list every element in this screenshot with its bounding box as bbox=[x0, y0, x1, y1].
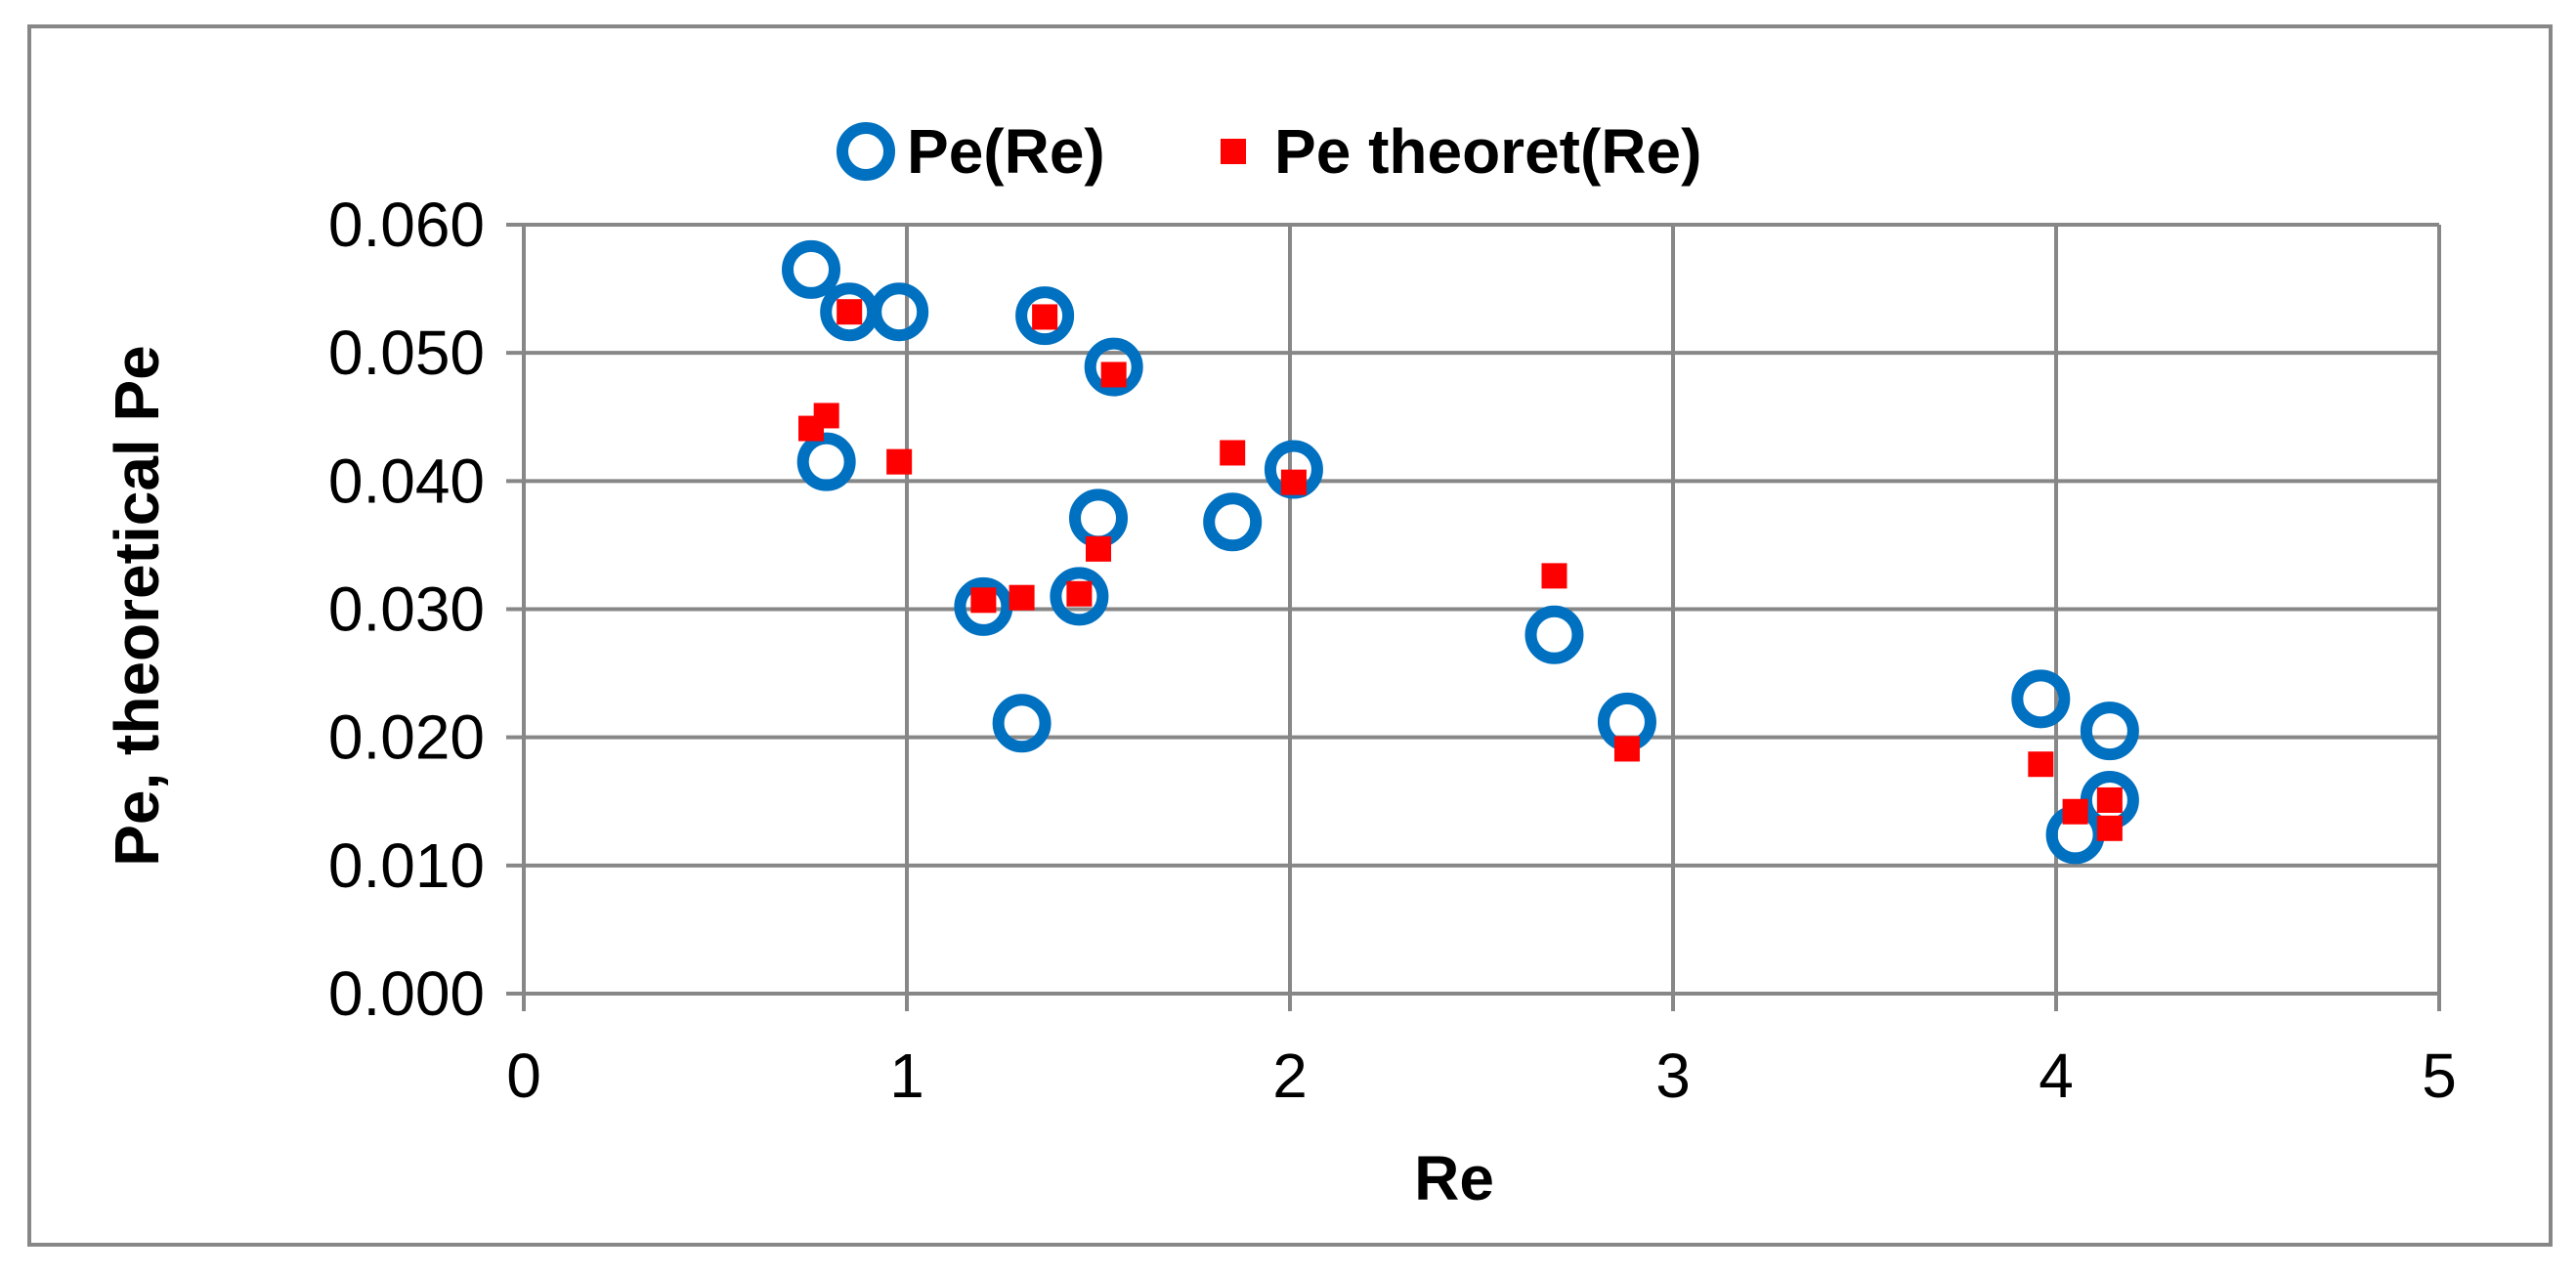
pe-re-point bbox=[796, 432, 856, 491]
pe-re-point bbox=[2080, 701, 2139, 761]
pe-re-point bbox=[1084, 337, 1143, 397]
y-tick-label: 0.010 bbox=[328, 830, 485, 901]
x-tick-label: 0 bbox=[506, 1041, 541, 1111]
pe-theoret-point bbox=[2096, 786, 2123, 813]
pe-re-point bbox=[782, 239, 840, 299]
legend-label-1: Pe(Re) bbox=[907, 116, 1105, 187]
legend-label-2: Pe theoret(Re) bbox=[1274, 116, 1701, 187]
data-series bbox=[782, 239, 2139, 865]
pe-re-point bbox=[1050, 567, 1109, 626]
pe-theoret-point bbox=[2028, 751, 2054, 778]
x-tick-label: 2 bbox=[1272, 1041, 1308, 1111]
x-tick-label: 4 bbox=[2039, 1041, 2074, 1111]
x-tick-label: 5 bbox=[2422, 1041, 2457, 1111]
legend-marker-1 bbox=[837, 122, 895, 181]
pe-theoret-point bbox=[1009, 584, 1035, 611]
y-tick-label: 0.060 bbox=[328, 190, 485, 260]
pe-theoret-point bbox=[1066, 580, 1093, 607]
pe-theoret-point bbox=[1220, 440, 1246, 466]
pe-theoret-point bbox=[1086, 535, 1111, 562]
pe-theoret-point bbox=[1541, 563, 1567, 589]
pe-theoret-point bbox=[886, 448, 913, 475]
legend: Pe(Re) Pe theoret(Re) bbox=[837, 116, 1701, 187]
y-tick-label: 0.000 bbox=[328, 958, 485, 1029]
pe-theoret-point bbox=[2096, 815, 2123, 841]
pe-theoret-point bbox=[813, 403, 839, 429]
x-tick-label: 1 bbox=[889, 1041, 924, 1111]
pe-theoret-point bbox=[970, 587, 997, 614]
y-tick-label: 0.020 bbox=[328, 702, 485, 773]
series-2 bbox=[798, 299, 2123, 841]
pe-theoret-point bbox=[1613, 736, 1640, 762]
pe-re-point bbox=[870, 282, 929, 342]
series-1 bbox=[782, 239, 2139, 865]
pe-theoret-point bbox=[1280, 469, 1307, 495]
x-tick-label: 3 bbox=[1655, 1041, 1691, 1111]
pe-re-point bbox=[992, 694, 1052, 753]
x-axis-title: Re bbox=[1414, 1143, 1494, 1213]
legend-marker-2 bbox=[1221, 139, 1246, 164]
pe-theoret-point bbox=[2062, 798, 2088, 825]
tick-labels: 0.000 0.010 0.020 0.030 0.040 0.050 0.060 0 1 2 3 4… bbox=[328, 190, 2457, 1111]
y-tick-label: 0.050 bbox=[328, 318, 485, 388]
pe-theoret-point bbox=[837, 299, 863, 325]
pe-re-point bbox=[1524, 605, 1584, 664]
y-tick-label: 0.030 bbox=[328, 574, 485, 645]
pe-re-point bbox=[954, 576, 1013, 636]
y-tick-label: 0.040 bbox=[328, 446, 485, 516]
pe-re-point bbox=[1015, 286, 1075, 346]
pe-re-point bbox=[1203, 492, 1263, 552]
y-axis-title: Pe, theoretical Pe bbox=[102, 345, 172, 867]
pe-theoret-point bbox=[1032, 304, 1058, 330]
pe-re-point bbox=[2011, 669, 2071, 729]
pe-theoret-point bbox=[1100, 361, 1127, 388]
